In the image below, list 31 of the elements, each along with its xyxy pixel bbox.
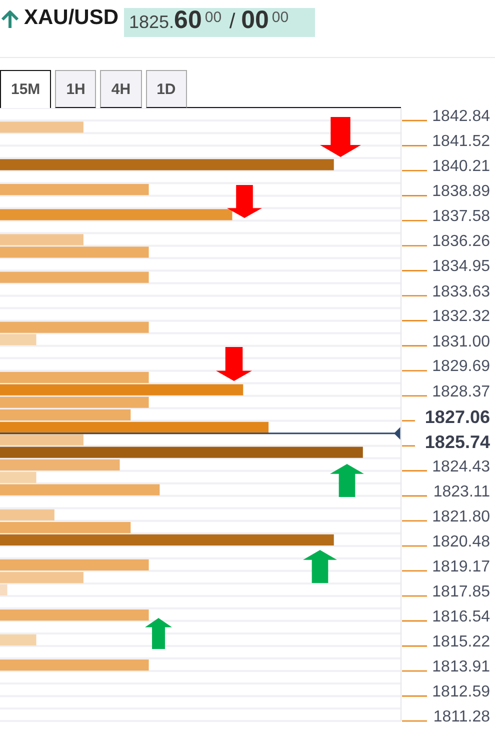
y-tick-label: 1821.80 — [432, 508, 490, 526]
y-tick-label: 1815.22 — [432, 634, 490, 651]
y-tick-label: 1831.00 — [432, 333, 490, 350]
y-tick-label: 1829.69 — [432, 358, 490, 376]
y-tick-label: 1824.43 — [432, 458, 490, 476]
y-tick-label: 1823.11 — [433, 483, 490, 500]
y-tick-label: 1825.74 — [424, 432, 490, 452]
y-tick-label: 1816.54 — [432, 608, 490, 626]
y-tick-label: 1812.59 — [432, 684, 490, 701]
y-tick-label: 1842.84 — [432, 108, 490, 126]
text: 1D — [146, 70, 187, 108]
text: 4H — [100, 70, 142, 108]
chart-subtitle: 1825.60$^{00}$ / 00$^{00}$ — [129, 6, 289, 34]
text: 1H — [55, 70, 96, 108]
y-tick-label: 1811.28 — [433, 708, 490, 726]
y-tick-label: 1819.17 — [432, 558, 490, 576]
y-tick-label: 1833.63 — [432, 283, 490, 300]
y-tick-label: 1827.06 — [424, 406, 490, 427]
y-tick-label: 1840.21 — [432, 158, 490, 176]
y-tick-label: 1820.48 — [432, 533, 490, 550]
y-tick-label: 1834.95 — [432, 258, 490, 276]
y-tick-label: 1832.32 — [432, 308, 490, 326]
y-tick-label: 1838.89 — [432, 183, 490, 200]
y-tick-label: 1813.91 — [432, 658, 490, 676]
text: 15M — [0, 70, 52, 108]
y-tick-label: 1817.85 — [432, 584, 490, 601]
chart-title: XAU/USD — [24, 5, 119, 31]
y-tick-label: 1836.26 — [432, 233, 490, 250]
y-tick-label: 1841.52 — [432, 133, 490, 150]
y-tick-label: 1828.37 — [432, 383, 490, 400]
y-tick-label: 1837.58 — [432, 208, 490, 226]
